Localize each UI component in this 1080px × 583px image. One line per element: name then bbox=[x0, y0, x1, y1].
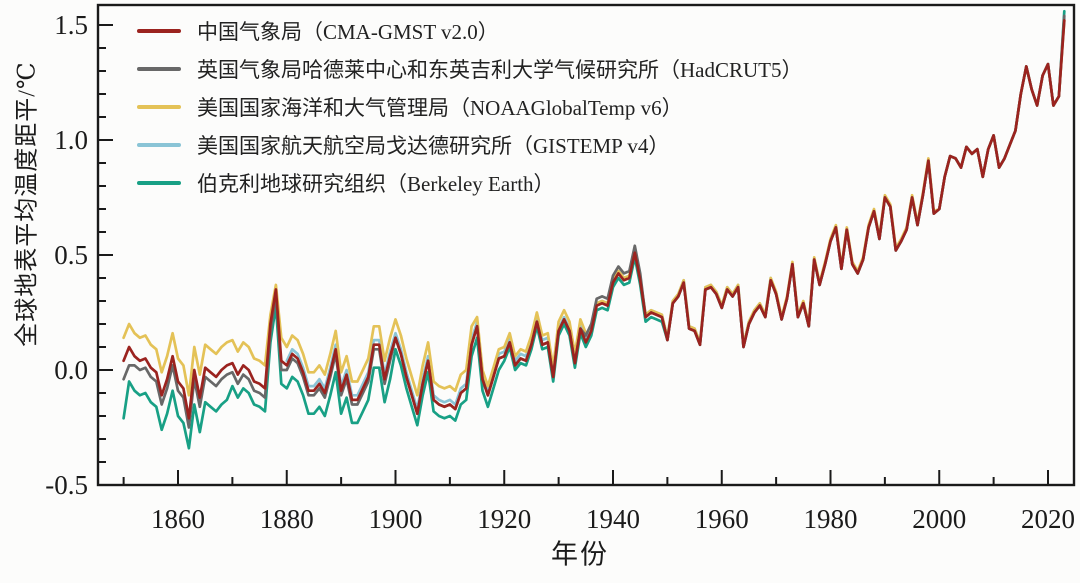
legend: 中国气象局（CMA-GMST v2.0） 英国气象局哈德莱中心和东英吉利大学气候研… bbox=[137, 12, 803, 202]
legend-swatch-hadcrut5 bbox=[137, 67, 181, 71]
x-tick-label: 1960 bbox=[695, 504, 749, 534]
y-axis-label: 全球地表平均温度距平/℃ bbox=[14, 61, 41, 347]
legend-swatch-berkeley bbox=[137, 181, 181, 185]
y-tick-label: 0.0 bbox=[54, 355, 88, 385]
legend-swatch-cma bbox=[137, 29, 181, 33]
x-tick-label: 1940 bbox=[586, 504, 640, 534]
x-tick-label: 1860 bbox=[151, 504, 205, 534]
y-tick-label: 1.5 bbox=[54, 10, 88, 40]
legend-item-hadcrut5: 英国气象局哈德莱中心和东英吉利大学气候研究所（HadCRUT5） bbox=[137, 50, 803, 88]
legend-swatch-noaa bbox=[137, 105, 181, 109]
legend-label-noaa: 美国国家海洋和大气管理局（NOAAGlobalTemp v6） bbox=[197, 96, 683, 120]
x-tick-label: 2000 bbox=[912, 504, 966, 534]
x-axis-label: 年份 bbox=[551, 539, 609, 570]
legend-label-hadcrut5: 英国气象局哈德莱中心和东英吉利大学气候研究所（HadCRUT5） bbox=[197, 58, 803, 82]
legend-swatch-gistemp bbox=[137, 143, 181, 147]
plot-frame bbox=[96, 3, 1076, 487]
legend-item-noaa: 美国国家海洋和大气管理局（NOAAGlobalTemp v6） bbox=[137, 88, 803, 126]
legend-item-cma: 中国气象局（CMA-GMST v2.0） bbox=[137, 12, 803, 50]
legend-item-berkeley: 伯克利地球研究组织（Berkeley Earth） bbox=[137, 164, 803, 202]
x-tick-label: 1920 bbox=[477, 504, 531, 534]
legend-item-gistemp: 美国国家航天航空局戈达德研究所（GISTEMP v4） bbox=[137, 126, 803, 164]
x-tick-label: 1880 bbox=[260, 504, 314, 534]
x-tick-label: 2020 bbox=[1021, 504, 1075, 534]
y-tick-label: 0.5 bbox=[54, 240, 88, 270]
x-tick-label: 1900 bbox=[369, 504, 423, 534]
x-tick-label: 1980 bbox=[804, 504, 858, 534]
y-tick-label: 1.0 bbox=[54, 125, 88, 155]
legend-label-berkeley: 伯克利地球研究组织（Berkeley Earth） bbox=[197, 172, 555, 196]
legend-label-gistemp: 美国国家航天航空局戈达德研究所（GISTEMP v4） bbox=[197, 134, 670, 158]
series-line-cma bbox=[122, 19, 1066, 420]
legend-label-cma: 中国气象局（CMA-GMST v2.0） bbox=[197, 20, 499, 44]
y-tick-label: -0.5 bbox=[45, 470, 88, 500]
